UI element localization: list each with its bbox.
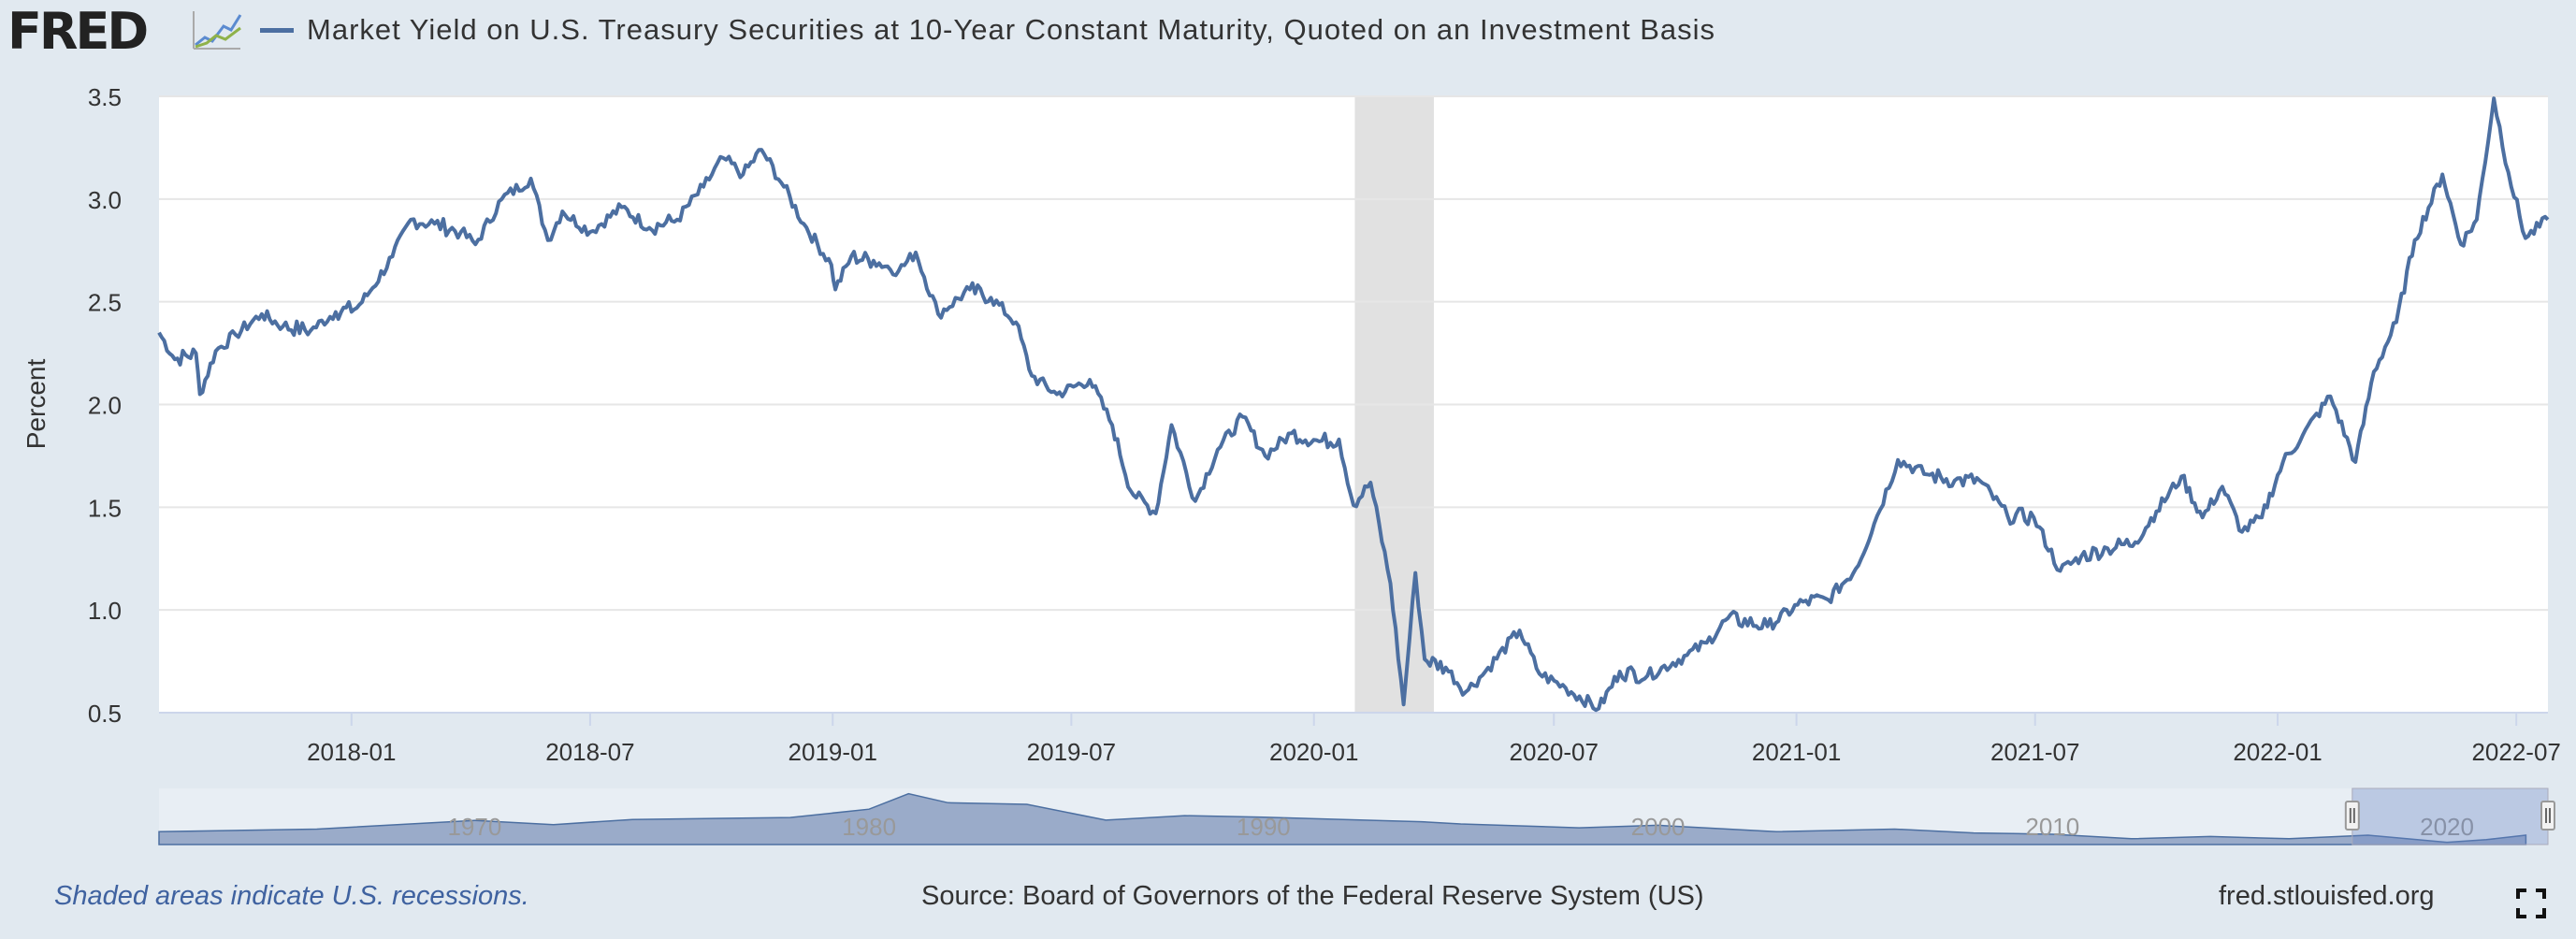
navigator-selection	[2352, 787, 2549, 845]
navigator-tick-label: 1970	[447, 813, 501, 841]
chart-title: Market Yield on U.S. Treasury Securities…	[307, 13, 1716, 46]
y-tick-label: 0.5	[88, 700, 122, 728]
y-tick-label: 1.5	[88, 494, 122, 522]
chart[interactable]: 0.5 1.0 1.5 2.0 2.5 3.0 3.5 2018-01 2018-07 2019-…	[0, 0, 2576, 860]
x-tick-label: 2019-07	[1027, 738, 1116, 766]
series-line	[157, 96, 2550, 713]
recession-note: Shaded areas indicate U.S. recessions.	[54, 881, 529, 911]
y-tick-label: 3.0	[88, 186, 122, 214]
x-tick-label: 2021-07	[1990, 738, 2079, 766]
fullscreen-icon[interactable]	[2516, 888, 2546, 918]
y-axis-title: Percent	[22, 359, 51, 450]
x-tick-label: 2022-01	[2233, 738, 2322, 766]
x-tick-label: 2020-01	[1269, 738, 1358, 766]
line-graph-icon	[190, 7, 242, 52]
navigator-tick-label: 2020	[2420, 813, 2474, 841]
y-tick-label: 2.0	[88, 392, 122, 420]
site-link[interactable]: fred.stlouisfed.org	[2219, 881, 2435, 911]
fred-logo[interactable]: FRED	[7, 2, 149, 61]
navigator-right-handle[interactable]	[2540, 801, 2555, 831]
navigator-tick-label: 1980	[842, 813, 896, 841]
navigator-tick-label: 2010	[2025, 813, 2079, 841]
y-tick-label: 2.5	[88, 289, 122, 317]
navigator-left-handle[interactable]	[2344, 801, 2360, 831]
x-tick-label: 2018-07	[545, 738, 634, 766]
x-tick-label: 2021-01	[1752, 738, 1841, 766]
navigator-series	[158, 792, 2527, 845]
x-tick-label: 2022-07	[2471, 738, 2560, 766]
navigator-tick-label: 2000	[1631, 813, 1686, 841]
source-text: Source: Board of Governors of the Federa…	[921, 881, 1704, 911]
y-tick-label: 1.0	[88, 597, 122, 625]
y-tick-label: 3.5	[88, 83, 122, 111]
navigator-tick-label: 1990	[1237, 813, 1291, 841]
x-tick-label: 2019-01	[789, 738, 877, 766]
legend-swatch	[260, 28, 294, 33]
x-tick-label: 2018-01	[307, 738, 396, 766]
x-tick-label: 2020-07	[1510, 738, 1599, 766]
chart-header: FRED Market Yield on U.S. Treasury Secur…	[0, 0, 2576, 65]
